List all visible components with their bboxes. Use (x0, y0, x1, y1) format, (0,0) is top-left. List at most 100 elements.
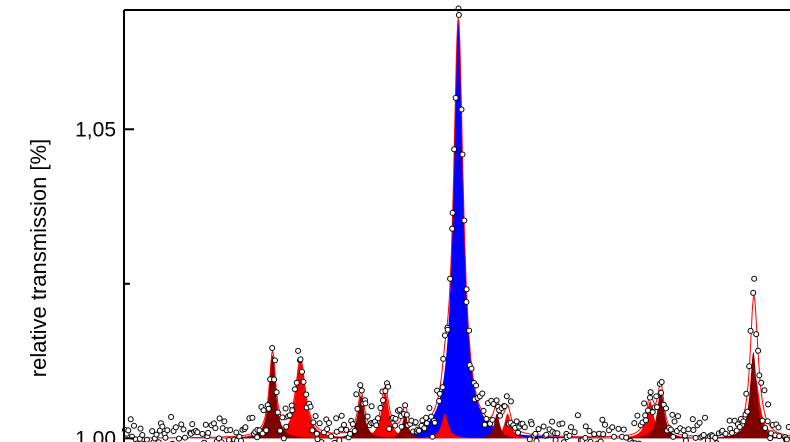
data-point (641, 400, 648, 407)
data-point (328, 433, 335, 440)
data-point (273, 389, 280, 396)
data-point (326, 420, 332, 426)
data-point (423, 420, 430, 427)
data-point (690, 427, 697, 433)
data-point (675, 413, 681, 420)
data-point (663, 405, 669, 412)
data-point (543, 431, 550, 438)
data-point (682, 437, 689, 442)
data-point (615, 425, 622, 432)
data-point (681, 432, 688, 439)
data-point (274, 409, 281, 416)
data-point (392, 415, 399, 422)
data-point (373, 422, 380, 429)
data-point (288, 402, 295, 409)
data-point (761, 387, 768, 394)
data-point (271, 376, 278, 383)
data-point (205, 429, 212, 436)
data-point (182, 434, 188, 441)
data-point (746, 363, 753, 370)
data-point (341, 421, 347, 428)
data-point (260, 407, 267, 414)
plot-frame (123, 9, 790, 442)
y-tick-label: 1,05 (75, 118, 116, 141)
data-point (309, 427, 316, 434)
data-point (398, 423, 405, 430)
data-point (620, 426, 627, 433)
data-point (300, 378, 307, 385)
data-point (249, 414, 256, 421)
data-point (333, 415, 340, 422)
data-point (736, 424, 743, 430)
data-point (654, 404, 660, 411)
data-point (461, 217, 468, 224)
data-point (412, 419, 419, 426)
data-point (726, 417, 733, 424)
data-point (149, 428, 156, 435)
data-point (416, 427, 422, 434)
data-point (216, 415, 223, 422)
data-point (180, 426, 187, 433)
data-point (658, 379, 665, 385)
data-point (293, 379, 300, 386)
data-point (751, 275, 758, 282)
data-point (521, 424, 528, 431)
data-point (528, 421, 535, 428)
data-point (455, 12, 462, 18)
data-point (272, 357, 278, 364)
data-point (280, 435, 287, 442)
data-point (227, 427, 234, 433)
data-point (722, 430, 729, 437)
data-point (295, 347, 302, 354)
data-point (658, 389, 665, 396)
data-point (582, 423, 589, 430)
data-point (312, 413, 319, 420)
data-point (526, 436, 533, 442)
data-point (238, 437, 244, 442)
data-point (574, 412, 581, 419)
data-point (493, 397, 500, 404)
data-point (283, 423, 290, 430)
data-point (743, 390, 750, 397)
data-point (392, 422, 399, 429)
data-point (712, 434, 719, 441)
data-point (143, 436, 150, 442)
data-point (168, 414, 175, 420)
data-point (153, 431, 160, 438)
data-point (343, 426, 350, 433)
data-point (357, 382, 364, 389)
data-point (767, 435, 774, 442)
data-point (452, 94, 459, 101)
data-point (349, 421, 356, 428)
data-point (653, 393, 660, 400)
data-point (642, 417, 649, 424)
data-point (364, 413, 371, 420)
data-point (532, 430, 539, 437)
peak-0 (124, 21, 790, 439)
data-point (202, 421, 209, 428)
y-axis-ticks: 1,00 1,05 (75, 118, 134, 442)
data-point (458, 106, 465, 113)
data-point (759, 417, 766, 424)
data-point (212, 425, 219, 432)
data-point (463, 299, 470, 305)
data-point (431, 419, 438, 426)
data-point (426, 405, 433, 411)
data-point (513, 418, 520, 425)
data-point (155, 439, 162, 442)
data-point (172, 424, 179, 431)
data-point (226, 437, 232, 442)
data-point (159, 423, 166, 430)
data-point (765, 401, 772, 408)
data-point (265, 405, 272, 412)
data-point (599, 416, 606, 423)
data-point (449, 225, 456, 232)
y-axis-title: relative transmission [%] (26, 139, 51, 377)
data-point (436, 398, 443, 404)
data-point (139, 432, 146, 438)
data-point (162, 434, 169, 441)
data-point (375, 415, 381, 422)
data-point (756, 372, 763, 379)
data-point (533, 438, 540, 442)
data-point (436, 390, 443, 397)
